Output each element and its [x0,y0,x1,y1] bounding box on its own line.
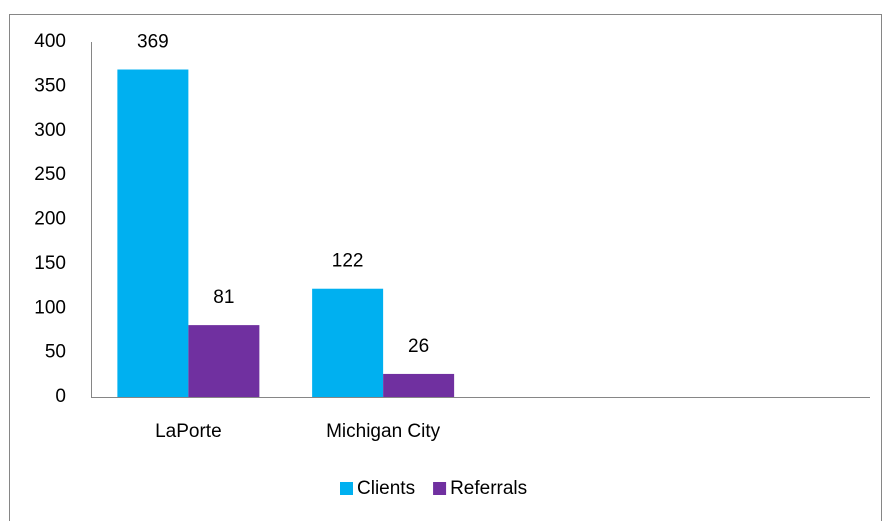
y-tick-label: 400 [34,31,66,52]
bar [383,373,455,397]
legend-swatch [433,482,447,495]
y-tick-label: 50 [45,342,66,363]
y-tick-label: 250 [34,164,66,185]
y-tick-label: 300 [34,120,66,141]
data-label: 26 [408,336,429,357]
bar [117,69,189,397]
legend-label: Clients [357,478,415,499]
y-tick-label: 150 [34,253,66,274]
bar [312,288,384,397]
x-tick-label: Michigan City [326,421,441,442]
bar [188,325,260,397]
data-label: 369 [137,32,169,53]
legend-swatch [340,482,353,495]
data-label: 122 [332,251,364,272]
y-tick-label: 0 [55,386,66,407]
y-tick-label: 350 [34,75,66,96]
x-tick-label: LaPorte [155,421,222,442]
data-label: 81 [213,287,234,308]
y-tick-label: 100 [34,297,66,318]
y-tick-label: 200 [34,209,66,230]
legend-label: Referrals [450,478,527,499]
